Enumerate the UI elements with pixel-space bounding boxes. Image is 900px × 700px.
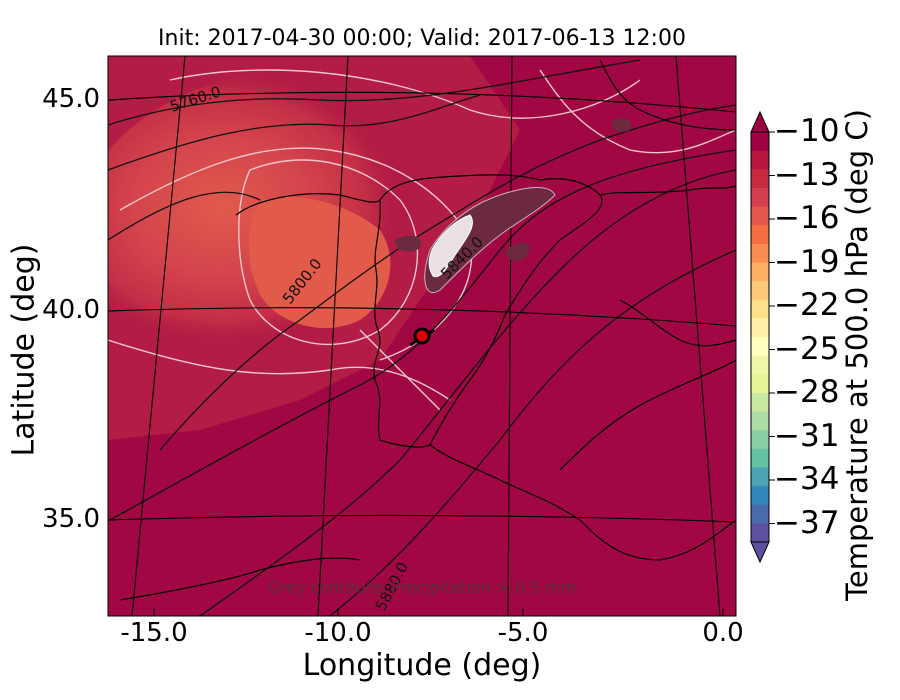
- colorbar-swatch: [751, 299, 769, 319]
- colorbar-tick-label: −34: [774, 461, 840, 497]
- precipitation-contours: [395, 118, 632, 293]
- colorbar-tick-label: −28: [774, 374, 840, 410]
- colorbar-swatch: [751, 132, 769, 152]
- colorbar-swatch: [751, 392, 769, 413]
- colorbar-swatch: [751, 169, 769, 189]
- colorbar-tick-label: −19: [774, 243, 840, 280]
- location-marker: [409, 327, 435, 347]
- colorbar-swatch: [751, 318, 769, 338]
- colorbar-swatch: [751, 355, 769, 375]
- colorbar-label: Temperature at 500.0 hPa (deg C): [840, 109, 874, 601]
- colorbar-swatch: [751, 411, 769, 431]
- colorbar-swatch: [751, 262, 769, 282]
- y-tick-35: 35.0: [42, 504, 100, 534]
- colorbar-swatch: [751, 281, 769, 301]
- colorbar-swatch: [751, 374, 769, 394]
- precipitation-note: Grey contours: Precipitation > 0.5 mm: [267, 578, 577, 597]
- colorbar-label-wrap: Temperature at 500.0 hPa (deg C): [835, 109, 879, 601]
- colorbar-swatch: [751, 467, 769, 487]
- graticule: [108, 56, 736, 616]
- colorbar-tick-label: −10: [774, 113, 840, 149]
- colorbar-tick-label: −31: [774, 417, 840, 454]
- colorbar-swatch: [751, 150, 769, 170]
- x-tick-0: 0.0: [702, 618, 744, 648]
- x-tick-minus10: -10.0: [304, 618, 372, 648]
- colorbar-swatch: [751, 337, 769, 357]
- colorbar-tick-label: −22: [774, 287, 840, 323]
- colorbar-extend-max: [750, 110, 770, 133]
- temperature-max-region: [248, 196, 391, 329]
- colorbar-swatch: [751, 206, 769, 226]
- x-axis-label: Longitude (deg): [302, 648, 542, 683]
- colorbar-swatch: [751, 448, 769, 469]
- colorbar-swatch: [751, 504, 769, 524]
- map-plot-area: 5760.0 5800.0 5840.0 5880.0: [108, 56, 736, 616]
- y-axis-label: Latitude (deg): [6, 243, 42, 457]
- colorbar-tick-label: −13: [774, 156, 840, 193]
- colorbar-swatch: [751, 225, 769, 245]
- y-tick-40: 40.0: [42, 295, 100, 325]
- colorbar-tick-label: −16: [774, 200, 840, 236]
- colorbar-swatch: [751, 243, 769, 264]
- y-tick-45: 45.0: [42, 84, 100, 114]
- map-title: Init: 2017-04-30 00:00; Valid: 2017-06-1…: [158, 26, 686, 51]
- colorbar-tick-label: −25: [774, 330, 840, 367]
- colorbar: [750, 110, 775, 564]
- x-tick-minus15: -15.0: [120, 618, 188, 648]
- x-tick-minus5: -5.0: [497, 618, 549, 648]
- coastlines: [119, 59, 736, 601]
- axis-tick-marks: [108, 99, 724, 616]
- colorbar-swatch: [751, 486, 769, 506]
- map-frame: [107, 55, 737, 617]
- colorbar-swatch: [751, 187, 769, 208]
- colorbar-extend-min: [750, 541, 770, 564]
- colorbar-tick-label: −37: [774, 504, 840, 541]
- colorbar-swatch: [751, 523, 769, 543]
- geopotential-contours: [108, 59, 736, 616]
- y-axis-label-wrap: Latitude (deg): [4, 200, 44, 500]
- colorbar-swatch: [751, 430, 769, 450]
